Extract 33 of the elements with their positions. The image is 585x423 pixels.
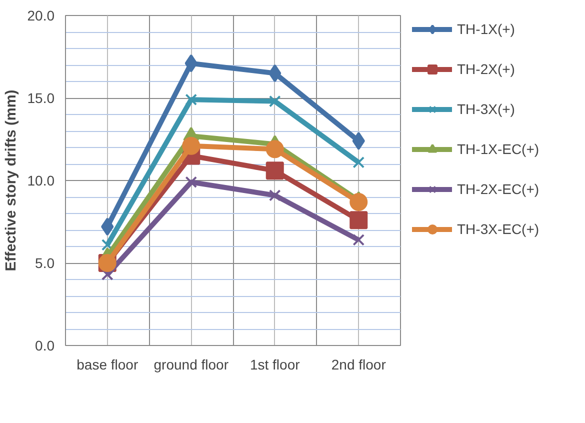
point: [268, 189, 281, 202]
point: [185, 176, 198, 188]
point: [184, 54, 198, 72]
point: [182, 136, 200, 155]
legend-label: TH-1X-EC(+): [457, 141, 540, 157]
point: [268, 64, 282, 82]
point: [101, 218, 114, 236]
x-tick-label: 1st floor: [250, 356, 300, 372]
legend-label: TH-3X-EC(+): [457, 221, 540, 237]
y-tick-label: 20.0: [27, 8, 55, 24]
x-tick-label: base floor: [76, 356, 138, 372]
point: [101, 238, 114, 251]
point: [266, 162, 284, 180]
point: [352, 132, 365, 150]
point: [350, 211, 368, 230]
x-tick-label: 2nd floor: [331, 356, 386, 372]
legend-label: TH-2X(+): [457, 61, 515, 77]
point: [350, 192, 368, 211]
y-tick-label: 0.0: [35, 338, 55, 354]
x-tick-label: ground floor: [154, 356, 229, 372]
y-axis-title: Effective story drifts (mm): [3, 90, 20, 272]
point: [352, 156, 365, 168]
y-tick-label: 10.0: [27, 172, 55, 188]
point: [185, 94, 198, 106]
point: [352, 234, 365, 246]
y-tick-label: 5.0: [35, 255, 55, 271]
legend-label: TH-1X(+): [457, 21, 515, 37]
point: [268, 95, 281, 108]
y-tick-label: 15.0: [27, 90, 55, 106]
legend-label: TH-2X-EC(+): [457, 181, 540, 197]
point: [266, 140, 284, 158]
legend-label: TH-3X(+): [457, 101, 515, 117]
point: [101, 268, 114, 280]
